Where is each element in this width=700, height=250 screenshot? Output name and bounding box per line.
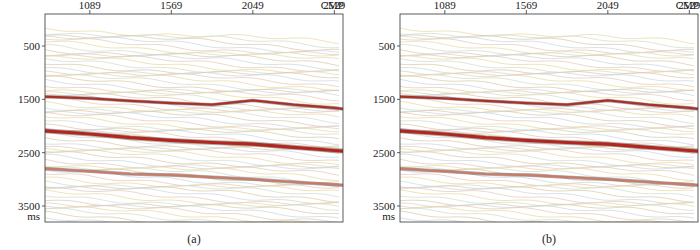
texture-line xyxy=(45,111,339,128)
y-tick xyxy=(397,99,400,100)
texture-line xyxy=(45,177,339,191)
frame xyxy=(400,14,698,222)
reflector xyxy=(400,169,698,186)
figure: 1089156920492529CMP500150025003500ms(a)1… xyxy=(0,0,700,250)
y-tick xyxy=(397,152,400,153)
texture-line xyxy=(45,148,339,164)
texture-line xyxy=(45,54,339,70)
texture-line xyxy=(400,112,694,129)
texture-line xyxy=(45,150,339,167)
y-tick xyxy=(397,46,400,47)
texture-line xyxy=(400,150,694,167)
reflectors xyxy=(400,97,698,186)
reflector xyxy=(400,97,698,109)
texture-line xyxy=(400,39,694,55)
x-tick-label: 1089 xyxy=(434,0,457,11)
y-axis-label: ms xyxy=(382,210,395,222)
texture-line xyxy=(400,55,694,72)
texture-line xyxy=(45,56,339,73)
texture-line xyxy=(400,28,694,44)
y-tick-label: 2500 xyxy=(18,147,41,159)
texture xyxy=(400,28,694,222)
texture-line xyxy=(400,218,694,222)
texture-line xyxy=(400,35,694,51)
texture-line xyxy=(400,111,694,128)
x-axis-label: CMP xyxy=(321,0,344,11)
caption: (b) xyxy=(542,232,556,246)
x-tick-label: 1089 xyxy=(79,0,102,11)
x-axis-label: CMP xyxy=(676,0,699,11)
texture xyxy=(45,28,339,222)
reflector xyxy=(45,169,343,186)
x-tick-label: 1569 xyxy=(160,0,183,11)
texture-line xyxy=(45,55,339,72)
panel: 1089156920492529CMP500150025003500ms(b) xyxy=(373,0,700,248)
texture-line xyxy=(45,196,339,210)
texture-line xyxy=(45,218,339,222)
texture-line xyxy=(45,35,339,51)
y-tick-label: 1500 xyxy=(373,93,396,105)
caption: (a) xyxy=(187,232,200,246)
texture-line xyxy=(45,124,339,139)
reflector xyxy=(45,97,343,109)
reflector-shadow xyxy=(400,97,698,109)
y-tick-label: 1500 xyxy=(18,93,41,105)
texture-line xyxy=(400,108,694,124)
y-tick-label: 500 xyxy=(24,40,41,52)
texture-line xyxy=(400,196,694,210)
texture-line xyxy=(45,33,339,47)
reflector-shadow xyxy=(45,97,343,109)
reflector-shadow xyxy=(400,131,698,151)
reflector xyxy=(400,131,698,151)
texture-line xyxy=(400,33,694,47)
texture-line xyxy=(400,56,694,73)
reflectors xyxy=(45,97,343,186)
texture-line xyxy=(400,74,694,91)
y-tick xyxy=(42,46,45,47)
texture-line xyxy=(45,203,339,218)
y-tick xyxy=(42,206,45,207)
texture-line xyxy=(400,177,694,191)
texture-line xyxy=(45,112,339,129)
texture-line xyxy=(400,50,694,66)
y-tick xyxy=(42,99,45,100)
x-tick-label: 1569 xyxy=(515,0,538,11)
texture-line xyxy=(400,187,694,204)
texture-line xyxy=(45,108,339,124)
panel: 1089156920492529CMP500150025003500ms(a) xyxy=(18,0,346,248)
frame xyxy=(45,14,343,222)
reflector-shadow xyxy=(400,169,698,186)
reflector-shadow xyxy=(45,169,343,186)
y-tick-label: 2500 xyxy=(373,147,396,159)
texture-line xyxy=(45,154,339,169)
texture-line xyxy=(45,74,339,91)
texture-line xyxy=(400,124,694,139)
texture-line xyxy=(400,203,694,218)
texture-line xyxy=(400,148,694,164)
texture-line xyxy=(45,187,339,204)
texture-line xyxy=(45,28,339,44)
reflector-shadow xyxy=(45,131,343,151)
texture-line xyxy=(400,154,694,169)
y-tick-label: 500 xyxy=(379,40,396,52)
texture-line xyxy=(45,50,339,66)
x-tick-label: 2049 xyxy=(597,0,620,11)
y-axis-label: ms xyxy=(27,210,40,222)
x-tick-label: 2049 xyxy=(242,0,265,11)
texture-line xyxy=(400,54,694,70)
y-tick xyxy=(42,152,45,153)
texture-line xyxy=(45,39,339,55)
y-tick xyxy=(397,206,400,207)
reflector xyxy=(45,131,343,151)
